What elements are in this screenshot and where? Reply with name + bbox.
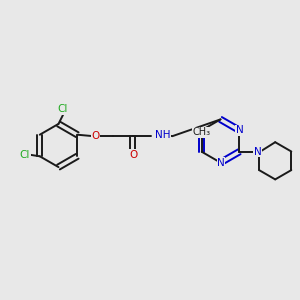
Text: N: N: [254, 147, 262, 157]
Text: Cl: Cl: [58, 104, 68, 115]
Text: NH: NH: [155, 130, 171, 140]
Text: O: O: [91, 131, 99, 141]
Text: N: N: [217, 158, 225, 168]
Text: O: O: [129, 150, 137, 160]
Text: Cl: Cl: [20, 150, 30, 160]
Text: N: N: [236, 125, 244, 135]
Text: CH₃: CH₃: [193, 127, 211, 137]
